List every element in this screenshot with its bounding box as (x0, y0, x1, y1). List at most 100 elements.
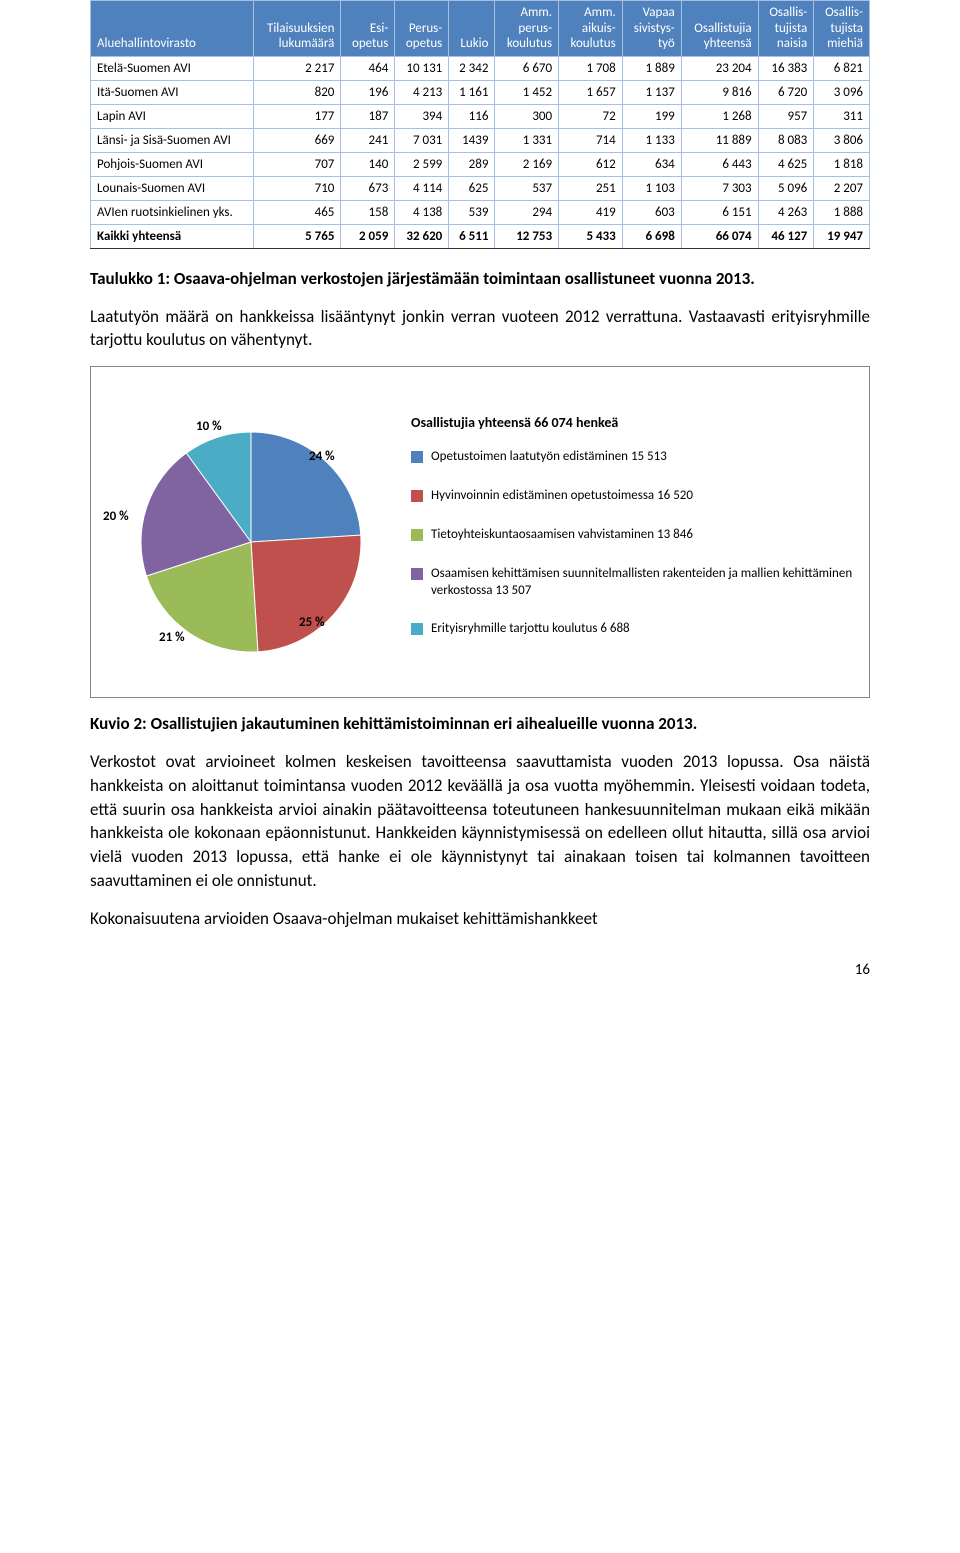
table-cell: 311 (814, 104, 870, 128)
table-cell: 2 059 (341, 224, 395, 248)
table-cell: Pohjois-Suomen AVI (91, 152, 254, 176)
table-cell: 4 138 (395, 200, 449, 224)
column-header: Esi-opetus (341, 1, 395, 57)
pie-slice-label: 21 % (159, 630, 185, 645)
table-cell: 8 083 (758, 128, 814, 152)
table-row: Lapin AVI177187394116300721991 268957311 (91, 104, 870, 128)
column-header: Amm.aikuis-koulutus (559, 1, 623, 57)
table-cell: 1 888 (814, 200, 870, 224)
table-cell: 465 (253, 200, 341, 224)
table-cell: 539 (449, 200, 495, 224)
table-cell: 1 818 (814, 152, 870, 176)
table-cell: 16 383 (758, 56, 814, 80)
table-cell: 2 599 (395, 152, 449, 176)
table-cell: 158 (341, 200, 395, 224)
table-cell: 2 169 (495, 152, 559, 176)
table-cell: 4 263 (758, 200, 814, 224)
table-cell: 7 303 (681, 176, 758, 200)
column-header: Vapaasivistys-työ (622, 1, 681, 57)
pie-slice-label: 20 % (103, 509, 129, 524)
legend-swatch (411, 490, 423, 502)
table-cell: 6 443 (681, 152, 758, 176)
table-cell: 12 753 (495, 224, 559, 248)
table-cell: 3 096 (814, 80, 870, 104)
paragraph-2: Verkostot ovat arvioineet kolmen keskeis… (90, 750, 870, 893)
table-cell: 72 (559, 104, 623, 128)
table-cell: 537 (495, 176, 559, 200)
legend-item: Tietoyhteiskuntaosaamisen vahvistaminen … (411, 527, 859, 544)
pie-slice-label: 10 % (196, 419, 222, 434)
legend-swatch (411, 623, 423, 635)
table-cell: 6 151 (681, 200, 758, 224)
pie-slice (251, 535, 361, 652)
table-cell: 6 698 (622, 224, 681, 248)
table-cell: 1 657 (559, 80, 623, 104)
paragraph-1: Laatutyön määrä on hankkeissa lisääntyny… (90, 305, 870, 353)
table-cell: 1 137 (622, 80, 681, 104)
legend-label: Tietoyhteiskuntaosaamisen vahvistaminen … (431, 527, 693, 544)
table-cell: 32 620 (395, 224, 449, 248)
table-cell: 3 806 (814, 128, 870, 152)
column-header: Lukio (449, 1, 495, 57)
table-cell: 464 (341, 56, 395, 80)
table-cell: 6 511 (449, 224, 495, 248)
table-cell: Itä-Suomen AVI (91, 80, 254, 104)
chart-title: Osallistujia yhteensä 66 074 henkeä (411, 414, 859, 431)
table-cell: 1 268 (681, 104, 758, 128)
legend-item: Hyvinvoinnin edistäminen opetustoimessa … (411, 488, 859, 505)
table-cell: 177 (253, 104, 341, 128)
table-cell: 820 (253, 80, 341, 104)
table-cell: 1 331 (495, 128, 559, 152)
table-cell: 1439 (449, 128, 495, 152)
column-header: Osallis-tujistanaisia (758, 1, 814, 57)
table-cell: 23 204 (681, 56, 758, 80)
table-cell: 1 889 (622, 56, 681, 80)
table-row: Länsi- ja Sisä-Suomen AVI6692417 0311439… (91, 128, 870, 152)
legend-label: Hyvinvoinnin edistäminen opetustoimessa … (431, 488, 693, 505)
table-caption: Taulukko 1: Osaava-ohjelman verkostojen … (90, 267, 870, 291)
table-cell: Kaikki yhteensä (91, 224, 254, 248)
table-cell: 394 (395, 104, 449, 128)
table-cell: 4 625 (758, 152, 814, 176)
pie-chart-container: 24 %25 %21 %20 %10 % Osallistujia yhteen… (90, 366, 870, 698)
legend-swatch (411, 568, 423, 580)
table-cell: 1 103 (622, 176, 681, 200)
table-cell: 7 031 (395, 128, 449, 152)
table-cell: 187 (341, 104, 395, 128)
table-header: AluehallintovirastoTilaisuuksienlukumäär… (91, 1, 870, 57)
column-header: Perus-opetus (395, 1, 449, 57)
table-cell: 673 (341, 176, 395, 200)
table-cell: 46 127 (758, 224, 814, 248)
table-cell: 707 (253, 152, 341, 176)
table-cell: 634 (622, 152, 681, 176)
legend-label: Erityisryhmille tarjottu koulutus 6 688 (431, 621, 630, 638)
table-cell: 6 670 (495, 56, 559, 80)
table-cell: 241 (341, 128, 395, 152)
pie-slice-label: 25 % (299, 615, 325, 630)
table-cell: 2 217 (253, 56, 341, 80)
table-cell: 251 (559, 176, 623, 200)
table-cell: Lounais-Suomen AVI (91, 176, 254, 200)
table-cell: 1 708 (559, 56, 623, 80)
table-cell: 603 (622, 200, 681, 224)
table-cell: 9 816 (681, 80, 758, 104)
column-header: Tilaisuuksienlukumäärä (253, 1, 341, 57)
table-cell: 19 947 (814, 224, 870, 248)
table-cell: 669 (253, 128, 341, 152)
table-cell: Lapin AVI (91, 104, 254, 128)
table-cell: Etelä-Suomen AVI (91, 56, 254, 80)
chart-legend: Osallistujia yhteensä 66 074 henkeä Opet… (411, 414, 859, 660)
table-cell: 625 (449, 176, 495, 200)
table-cell: 289 (449, 152, 495, 176)
table-cell: 6 821 (814, 56, 870, 80)
table-cell: 1 161 (449, 80, 495, 104)
table-cell: 294 (495, 200, 559, 224)
table-cell: 714 (559, 128, 623, 152)
table-cell: 10 131 (395, 56, 449, 80)
table-cell: 196 (341, 80, 395, 104)
table-cell: AVIen ruotsinkielinen yks. (91, 200, 254, 224)
legend-item: Osaamisen kehittämisen suunnitelmalliste… (411, 566, 859, 600)
legend-item: Erityisryhmille tarjottu koulutus 6 688 (411, 621, 859, 638)
table-cell: 11 889 (681, 128, 758, 152)
table-cell: 300 (495, 104, 559, 128)
